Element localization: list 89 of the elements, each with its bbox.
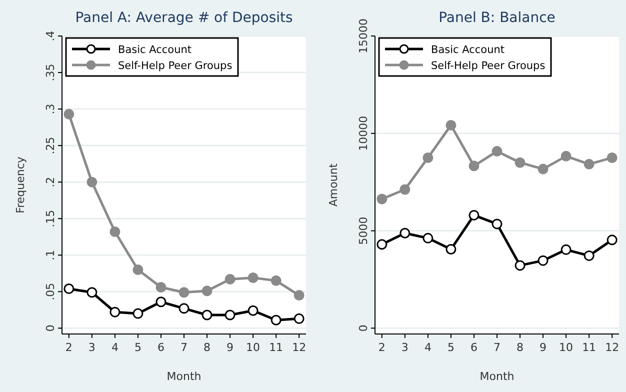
y-tick-label: 10000 (357, 116, 370, 151)
x-tick-label: 12 (605, 341, 620, 354)
y-tick-label: .05 (44, 282, 57, 300)
legend-label: Basic Account (431, 44, 505, 56)
point (560, 150, 572, 162)
point (422, 232, 434, 244)
x-tick-label: 5 (447, 341, 454, 354)
point (514, 260, 526, 271)
x-tick-label: 12 (292, 341, 306, 354)
point (132, 308, 144, 319)
point (538, 164, 548, 174)
chart-title: Panel A: Average # of Deposits (75, 10, 293, 26)
point (224, 274, 236, 284)
point (178, 303, 190, 314)
y-tick-label: 5000 (357, 216, 370, 245)
point (202, 286, 212, 296)
y-axis-title: Amount (327, 162, 340, 207)
point (64, 283, 74, 294)
x-tick-label: 7 (494, 341, 500, 354)
point (492, 146, 502, 157)
x-tick-label: 2 (65, 341, 72, 354)
point (86, 176, 98, 188)
x-tick-label: 4 (111, 341, 118, 354)
x-axis-title: Month (480, 370, 514, 383)
point (270, 275, 282, 286)
chart-title: Panel B: Balance (438, 10, 556, 26)
point (202, 310, 212, 320)
point (400, 184, 410, 195)
point (468, 160, 480, 172)
x-tick-label: 5 (134, 341, 142, 354)
x-tick-label: 4 (424, 341, 432, 354)
x-tick-label: 6 (470, 341, 478, 354)
x-tick-label: 10 (559, 341, 574, 354)
point (446, 120, 456, 130)
x-tick-label: 11 (269, 341, 284, 354)
x-tick-label: 3 (401, 341, 408, 354)
x-axis-title: Month (166, 370, 202, 383)
point (132, 264, 144, 275)
y-tick-label: 0 (357, 324, 370, 332)
y-axis-title: Frequency (14, 156, 27, 214)
y-tick-label: .15 (44, 210, 57, 228)
y-tick-label: .2 (44, 176, 57, 188)
legend-label: Basic Account (118, 44, 192, 56)
point (294, 313, 304, 324)
x-tick-label: 2 (378, 341, 386, 354)
y-tick-label: .3 (44, 104, 57, 114)
y-tick-label: .1 (44, 250, 57, 260)
point (64, 108, 74, 120)
x-tick-label: 7 (180, 341, 188, 354)
x-tick-label: 11 (582, 341, 596, 354)
point (538, 255, 548, 266)
point (606, 152, 618, 163)
point (468, 210, 480, 220)
x-tick-label: 8 (204, 341, 211, 354)
y-tick-label: 0 (44, 324, 57, 332)
point (584, 250, 594, 261)
x-tick-label: 3 (88, 341, 96, 354)
x-tick-label: 9 (540, 341, 547, 354)
y-tick-label: 15000 (357, 18, 370, 54)
point (248, 272, 258, 284)
point (492, 218, 502, 230)
point (86, 287, 98, 298)
point (156, 282, 166, 293)
point (376, 194, 388, 204)
x-tick-label: 10 (246, 341, 260, 354)
y-tick-label: .4 (44, 30, 57, 42)
point (584, 158, 594, 170)
point (446, 244, 456, 255)
point (294, 290, 304, 301)
point (422, 152, 434, 163)
y-tick-label: .25 (44, 136, 57, 154)
point (606, 234, 618, 246)
point (248, 305, 258, 316)
x-tick-label: 9 (226, 341, 234, 354)
y-tick-label: .35 (44, 64, 57, 82)
legend-label: Self-Help Peer Groups (118, 60, 232, 72)
point (400, 228, 410, 238)
point (560, 244, 572, 255)
point (178, 287, 190, 298)
point (110, 226, 120, 237)
x-tick-label: 6 (157, 341, 164, 354)
point (110, 306, 120, 318)
x-tick-label: 8 (516, 341, 524, 354)
legend-label: Self-Help Peer Groups (431, 60, 546, 72)
point (514, 157, 526, 168)
point (224, 310, 236, 320)
point (270, 314, 282, 326)
point (156, 296, 166, 308)
point (376, 239, 388, 250)
